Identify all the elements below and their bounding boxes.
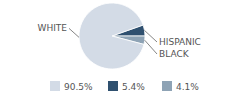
legend-swatch [50, 81, 60, 91]
pie [79, 3, 145, 69]
leader-line [145, 30, 157, 42]
legend-label: 5.4% [122, 82, 145, 92]
leader-line [145, 40, 157, 54]
slice-label: BLACK [159, 49, 190, 59]
leader-line [69, 28, 79, 37]
slice-label: WHITE [37, 23, 67, 33]
legend-label: 90.5% [64, 82, 93, 92]
legend-swatch [162, 81, 172, 91]
slice-label: HISPANIC [159, 37, 201, 47]
pie-slice [79, 3, 144, 69]
chart: WHITE HISPANIC BLACK 90.5% 5.4% 4.1% [0, 0, 240, 100]
legend-label: 4.1% [176, 82, 199, 92]
legend: 90.5% 5.4% 4.1% [50, 81, 199, 92]
legend-swatch [108, 81, 118, 91]
